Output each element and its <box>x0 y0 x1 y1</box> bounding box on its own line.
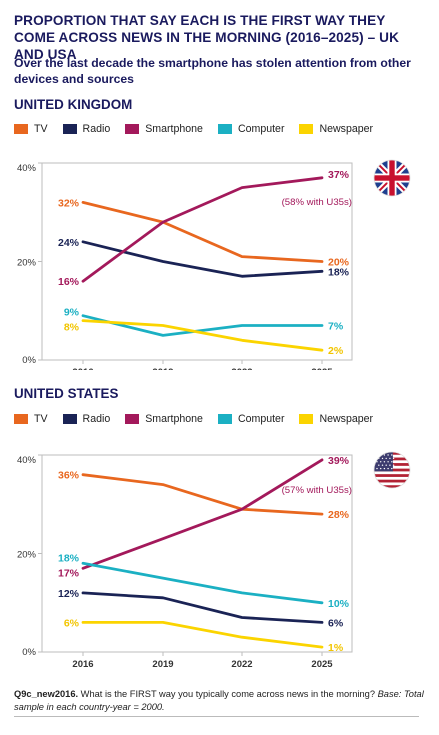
footnote-code: Q9c_new2016. <box>14 689 79 699</box>
legend-swatch <box>62 414 77 424</box>
legend-label: Computer <box>237 123 285 135</box>
footnote-base: Base: Total sample in each country-year … <box>14 689 424 712</box>
series-line-newspaper <box>81 319 324 352</box>
us-line-chart: 0% 20% 40% 2016 2019 2022 2025 36% 28% 12% 6% 17% 39… <box>17 451 411 670</box>
x-tick-label: 2019 <box>152 659 173 670</box>
end-value-label: 2% <box>328 345 344 357</box>
start-value-label: 9% <box>64 307 80 319</box>
us-legend: TV Radio Smartphone Computer Newspaper <box>14 412 388 426</box>
end-value-label: 39% <box>328 455 350 467</box>
end-value-label: 1% <box>328 642 344 654</box>
y-tick-label: 0% <box>22 647 36 658</box>
legend-swatch <box>125 414 140 424</box>
series-line-computer <box>81 561 324 605</box>
y-tick-label: 20% <box>17 550 37 561</box>
legend-label: Radio <box>82 413 111 425</box>
series-line-newspaper <box>81 620 324 649</box>
legend-item-computer: Computer <box>217 123 285 135</box>
y-tick-label: 40% <box>17 163 37 174</box>
series-line-smartphone <box>81 458 324 570</box>
legend-swatch <box>299 414 314 424</box>
end-value-label: 20% <box>328 257 350 269</box>
uk-flag-icon <box>373 159 411 197</box>
footnote-question: What is the FIRST way you typically come… <box>78 689 378 699</box>
legend-swatch <box>217 414 232 424</box>
start-value-label: 24% <box>58 237 80 249</box>
x-tick-label: 2022 <box>231 659 252 670</box>
legend-label: Computer <box>237 413 285 425</box>
legend-swatch <box>299 124 314 134</box>
legend-label: Smartphone <box>145 123 203 135</box>
smartphone-annotation: (58% with U35s) <box>282 197 352 208</box>
legend-swatch <box>62 124 77 134</box>
legend-item-newspaper: Newspaper <box>299 413 373 425</box>
legend-swatch <box>125 124 140 134</box>
series-line-computer <box>81 314 324 337</box>
footnote: Q9c_new2016. What is the FIRST way you t… <box>14 688 424 713</box>
legend-label: Radio <box>82 123 111 135</box>
series-line-tv <box>81 473 324 516</box>
end-value-label: 28% <box>328 509 350 521</box>
legend-label: TV <box>34 413 48 425</box>
series-line-radio <box>81 591 324 624</box>
legend-item-smartphone: Smartphone <box>125 413 203 425</box>
legend-label: TV <box>34 123 48 135</box>
y-tick-label: 40% <box>17 455 37 466</box>
x-tick-label: 2025 <box>311 659 333 670</box>
end-value-label: 37% <box>328 169 350 181</box>
end-value-label: 7% <box>328 321 344 333</box>
page-title: PROPORTION THAT SAY EACH IS THE FIRST WA… <box>14 13 399 62</box>
footnote-divider <box>14 716 419 717</box>
legend-swatch <box>14 414 28 424</box>
series-line-smartphone <box>81 176 324 283</box>
end-value-label: 6% <box>328 617 344 629</box>
start-value-label: 6% <box>64 617 80 629</box>
x-tick-label: 2025 <box>311 367 333 370</box>
legend-swatch <box>217 124 232 134</box>
start-value-label: 17% <box>58 567 80 579</box>
x-tick-label: 2019 <box>152 367 173 370</box>
legend-item-smartphone: Smartphone <box>125 123 203 135</box>
legend-label: Smartphone <box>145 413 203 425</box>
legend-item-radio: Radio <box>62 413 111 425</box>
us-flag-icon <box>373 451 411 489</box>
legend-item-newspaper: Newspaper <box>299 123 373 135</box>
x-tick-label: 2022 <box>231 367 252 370</box>
start-value-label: 18% <box>58 552 80 564</box>
x-tick-label: 2016 <box>72 659 93 670</box>
start-value-label: 12% <box>58 588 80 600</box>
legend-item-radio: Radio <box>62 123 111 135</box>
start-value-label: 8% <box>64 322 80 334</box>
end-value-label: 18% <box>328 266 350 278</box>
legend-item-tv: TV <box>14 413 48 425</box>
end-value-label: 10% <box>328 598 350 610</box>
uk-region-title: UNITED KINGDOM <box>14 97 133 112</box>
legend-label: Newspaper <box>319 413 374 425</box>
start-value-label: 32% <box>58 197 80 209</box>
uk-line-chart: 0% 20% 40% 2016 2019 2022 2025 32% 20% 24% 18% 16% 3… <box>17 159 411 370</box>
us-region-title: UNITED STATES <box>14 386 119 401</box>
y-tick-label: 20% <box>17 258 37 269</box>
series-line-tv <box>81 201 324 263</box>
legend-label: Newspaper <box>319 123 374 135</box>
legend-item-computer: Computer <box>217 413 285 425</box>
smartphone-annotation: (57% with U35s) <box>282 485 352 496</box>
start-value-label: 36% <box>58 470 80 482</box>
page-subtitle: Over the last decade the smartphone has … <box>14 56 411 86</box>
legend-swatch <box>14 124 28 134</box>
uk-legend: TV Radio Smartphone Computer Newspaper <box>14 122 388 136</box>
x-tick-label: 2016 <box>72 367 93 370</box>
y-tick-label: 0% <box>22 355 36 366</box>
start-value-label: 16% <box>58 276 80 288</box>
legend-item-tv: TV <box>14 123 48 135</box>
